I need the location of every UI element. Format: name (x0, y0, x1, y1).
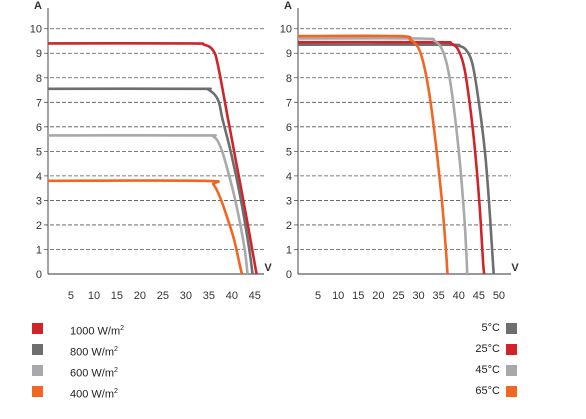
legend-label: 800 W/m2 (70, 346, 118, 359)
y-tick-label: 9 (36, 48, 42, 60)
legend-label: 25°C (475, 343, 500, 355)
y-axis-label: A (34, 0, 42, 12)
y-tick-label: 0 (286, 269, 292, 281)
y-tick-label: 7 (286, 97, 292, 109)
series-line (297, 34, 449, 275)
x-tick-label: 35 (433, 290, 445, 302)
legend-swatch (506, 344, 517, 355)
legend-label: 600 W/m2 (70, 367, 118, 380)
series-line (47, 134, 249, 275)
y-tick-label: 7 (36, 97, 42, 109)
x-tick-label: 10 (88, 290, 100, 302)
legend-swatch (32, 386, 43, 397)
legend-temperature: 5°C 25°C 45°C 65°C (440, 322, 580, 402)
y-tick-label: 0 (36, 269, 42, 281)
y-tick-label: 1 (36, 244, 42, 256)
x-tick-label: 15 (352, 290, 364, 302)
x-tick-label: 20 (134, 290, 146, 302)
x-tick-label: 20 (372, 290, 384, 302)
legend-swatch (506, 386, 517, 397)
series-line (297, 37, 469, 275)
series-line (47, 87, 254, 275)
legend-label: 65°C (475, 385, 500, 397)
y-tick-label: 4 (286, 171, 292, 183)
x-tick-label: 5 (68, 290, 74, 302)
legend-swatch (32, 365, 43, 376)
legend-swatch (506, 365, 517, 376)
y-tick-label: 5 (286, 146, 292, 158)
legend-label: 400 W/m2 (70, 388, 118, 401)
y-tick-label: 3 (286, 195, 292, 207)
x-axis-label: V (264, 262, 272, 274)
y-tick-label: 3 (36, 195, 42, 207)
y-tick-label: 10 (280, 24, 292, 36)
series-line (297, 40, 486, 275)
legend-swatch (32, 323, 43, 334)
y-tick-label: 2 (36, 220, 42, 232)
x-tick-label: 5 (315, 290, 321, 302)
legend-label: 45°C (475, 364, 500, 376)
legend-swatch (506, 323, 517, 334)
legend-item-temperature: 5°C (440, 322, 580, 336)
x-tick-label: 10 (332, 290, 344, 302)
x-tick-label: 35 (203, 290, 215, 302)
legend-irradiance: 1000 W/m2 800 W/m2 600 W/m2 400 W/m2 (30, 322, 190, 402)
x-tick-label: 25 (392, 290, 404, 302)
x-tick-label: 50 (493, 290, 505, 302)
legend-item-temperature: 25°C (440, 343, 580, 357)
x-tick-label: 40 (453, 290, 465, 302)
y-tick-label: 9 (286, 48, 292, 60)
y-tick-label: 6 (286, 122, 292, 134)
x-tick-label: 25 (157, 290, 169, 302)
legend-swatch (32, 344, 43, 355)
y-axis-label: A (284, 0, 292, 12)
x-tick-label: 30 (412, 290, 424, 302)
y-tick-label: 4 (36, 171, 42, 183)
legend-item-temperature: 45°C (440, 364, 580, 378)
x-axis-label: V (511, 262, 519, 274)
series-line (297, 43, 495, 275)
y-tick-label: 6 (36, 122, 42, 134)
y-tick-label: 5 (36, 146, 42, 158)
x-tick-label: 15 (111, 290, 123, 302)
legend-item-temperature: 65°C (440, 385, 580, 399)
y-tick-label: 8 (286, 73, 292, 85)
x-tick-label: 40 (226, 290, 238, 302)
series-line (47, 42, 258, 275)
x-tick-label: 45 (473, 290, 485, 302)
y-tick-label: 1 (286, 244, 292, 256)
legend-label: 5°C (481, 322, 500, 334)
x-tick-label: 30 (180, 290, 192, 302)
x-tick-label: 45 (249, 290, 261, 302)
legend-label: 1000 W/m2 (70, 325, 125, 338)
y-tick-label: 8 (36, 73, 42, 85)
y-tick-label: 10 (30, 24, 42, 36)
y-tick-label: 2 (286, 220, 292, 232)
series-line (47, 179, 244, 275)
